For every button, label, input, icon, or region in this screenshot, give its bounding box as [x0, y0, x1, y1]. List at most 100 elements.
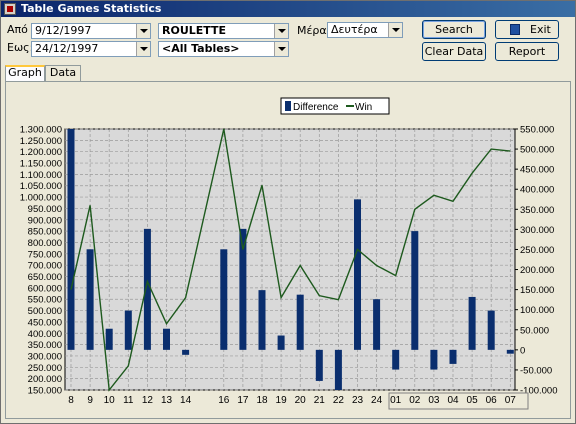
right-axis-tick-label: -100.000 — [520, 386, 558, 397]
to-date-value: 24/12/1997 — [35, 42, 99, 55]
left-axis-tick-label: 950.000 — [28, 204, 62, 215]
left-axis-tick-label: 600.000 — [28, 283, 62, 294]
difference-bar — [506, 349, 514, 354]
legend-box — [280, 97, 390, 115]
difference-bar — [373, 299, 381, 350]
right-axis-tick-label: 150.000 — [520, 285, 554, 296]
right-axis-tick-label: 550.000 — [520, 125, 554, 136]
left-axis-tick-label: 1.000.000 — [20, 193, 62, 204]
left-axis-tick-label: 500.000 — [28, 306, 62, 317]
right-axis-tick-label: 0 — [520, 345, 525, 356]
difference-bar — [392, 349, 400, 370]
difference-bar — [430, 349, 438, 370]
x-axis-tick-label: 22 — [333, 395, 345, 406]
x-axis-tick-label: 24 — [371, 395, 383, 406]
right-axis-tick-label: 500.000 — [520, 145, 554, 156]
x-axis-tick-label: 19 — [276, 395, 288, 406]
chevron-down-icon[interactable] — [274, 24, 288, 38]
exit-button[interactable]: Exit — [495, 20, 559, 39]
left-axis-tick-label: 250.000 — [28, 363, 62, 374]
report-button[interactable]: Report — [495, 42, 559, 61]
difference-bar — [86, 249, 94, 350]
left-axis-tick-label: 1.250.000 — [20, 136, 62, 147]
day-label: Μέρα: — [297, 24, 331, 37]
game-value: ROULETTE — [162, 24, 227, 37]
win-line — [70, 128, 511, 392]
difference-bar — [277, 335, 285, 350]
difference-bar — [258, 290, 266, 350]
x-axis-tick-label: 03 — [428, 395, 440, 406]
difference-bar — [220, 249, 228, 350]
title-bar[interactable]: Table Games Statistics — [1, 1, 575, 17]
difference-bar — [105, 328, 113, 350]
legend-swatch-difference — [285, 101, 291, 111]
right-axis-tick-label: 350.000 — [520, 205, 554, 216]
x-axis-tick-label: 06 — [486, 395, 498, 406]
left-axis-tick-label: 1.050.000 — [20, 181, 62, 192]
x-axis-tick-label: 17 — [237, 395, 249, 406]
chevron-down-icon[interactable] — [136, 42, 150, 56]
x-axis-subgroup-box — [388, 392, 529, 410]
right-axis-tick-label: 400.000 — [520, 185, 554, 196]
clear-data-button[interactable]: Clear Data — [422, 42, 486, 61]
x-axis-tick-label: 18 — [256, 395, 268, 406]
door-exit-icon — [510, 24, 520, 35]
x-axis-tick-label: 05 — [467, 395, 479, 406]
day-value: Δευτέρα — [331, 23, 378, 36]
left-axis-tick-label: 1.150.000 — [20, 159, 62, 170]
to-date-label: Εως: — [7, 41, 34, 54]
chevron-down-icon[interactable] — [136, 24, 150, 38]
window-title: Table Games Statistics — [21, 2, 162, 15]
game-combo[interactable]: ROULETTE — [158, 23, 289, 39]
left-axis-tick-label: 750.000 — [28, 249, 62, 260]
x-axis-tick-label: 9 — [87, 395, 93, 406]
chevron-down-icon[interactable] — [274, 42, 288, 56]
left-axis-tick-label: 1.100.000 — [20, 170, 62, 181]
to-date-combo[interactable]: 24/12/1997 — [31, 41, 151, 57]
tab-graph[interactable]: Graph — [5, 65, 45, 82]
tab-data[interactable]: Data — [45, 65, 81, 81]
difference-bar — [296, 294, 304, 350]
from-date-label: Από : — [7, 23, 36, 36]
right-axis-tick-label: 450.000 — [520, 165, 554, 176]
from-date-combo[interactable]: 9/12/1997 — [31, 23, 151, 39]
x-axis-tick-label: 10 — [104, 395, 116, 406]
chevron-down-icon[interactable] — [388, 23, 402, 37]
x-axis-tick-label: 8 — [68, 395, 74, 406]
left-axis-tick-label: 550.000 — [28, 295, 62, 306]
difference-bar — [143, 228, 151, 350]
x-axis-tick-label: 02 — [409, 395, 421, 406]
tables-combo[interactable]: <All Tables> — [158, 41, 289, 57]
left-axis-tick-label: 900.000 — [28, 215, 62, 226]
day-combo[interactable]: Δευτέρα — [327, 22, 403, 38]
x-axis-tick-label: 23 — [352, 395, 364, 406]
difference-bar — [449, 349, 457, 364]
x-axis-tick-label: 16 — [218, 395, 230, 406]
difference-bar — [411, 231, 419, 350]
left-axis-tick-label: 1.200.000 — [20, 147, 62, 158]
left-axis-tick-label: 700.000 — [28, 261, 62, 272]
from-date-value: 9/12/1997 — [35, 24, 92, 37]
x-axis-tick-label: 04 — [447, 395, 459, 406]
x-axis-tick-label: 12 — [142, 395, 154, 406]
difference-bar — [182, 349, 190, 355]
app-icon — [4, 3, 16, 15]
difference-bar — [468, 296, 476, 350]
left-axis-tick-label: 300.000 — [28, 351, 62, 362]
x-axis-tick-label: 21 — [314, 395, 326, 406]
x-axis-tick-label: 20 — [295, 395, 307, 406]
x-axis-tick-label: 13 — [161, 395, 173, 406]
legend-label-difference: Difference — [293, 102, 339, 113]
left-axis-tick-label: 400.000 — [28, 329, 62, 340]
search-button[interactable]: Search — [422, 20, 486, 39]
left-axis-tick-label: 1.300.000 — [20, 125, 62, 136]
left-axis-tick-label: 350.000 — [28, 340, 62, 351]
difference-bar — [487, 310, 495, 350]
right-axis-tick-label: 100.000 — [520, 305, 554, 316]
graph-panel: 1.300.000 1.250.000 1.200.000 1.150.000 1.10… — [5, 81, 571, 419]
difference-bar — [67, 129, 75, 350]
right-axis-tick-label: 200.000 — [520, 265, 554, 276]
right-axis-tick-label: -50.000 — [520, 365, 552, 376]
left-axis-tick-label: 850.000 — [28, 227, 62, 238]
left-axis-tick-label: 150.000 — [28, 386, 62, 397]
